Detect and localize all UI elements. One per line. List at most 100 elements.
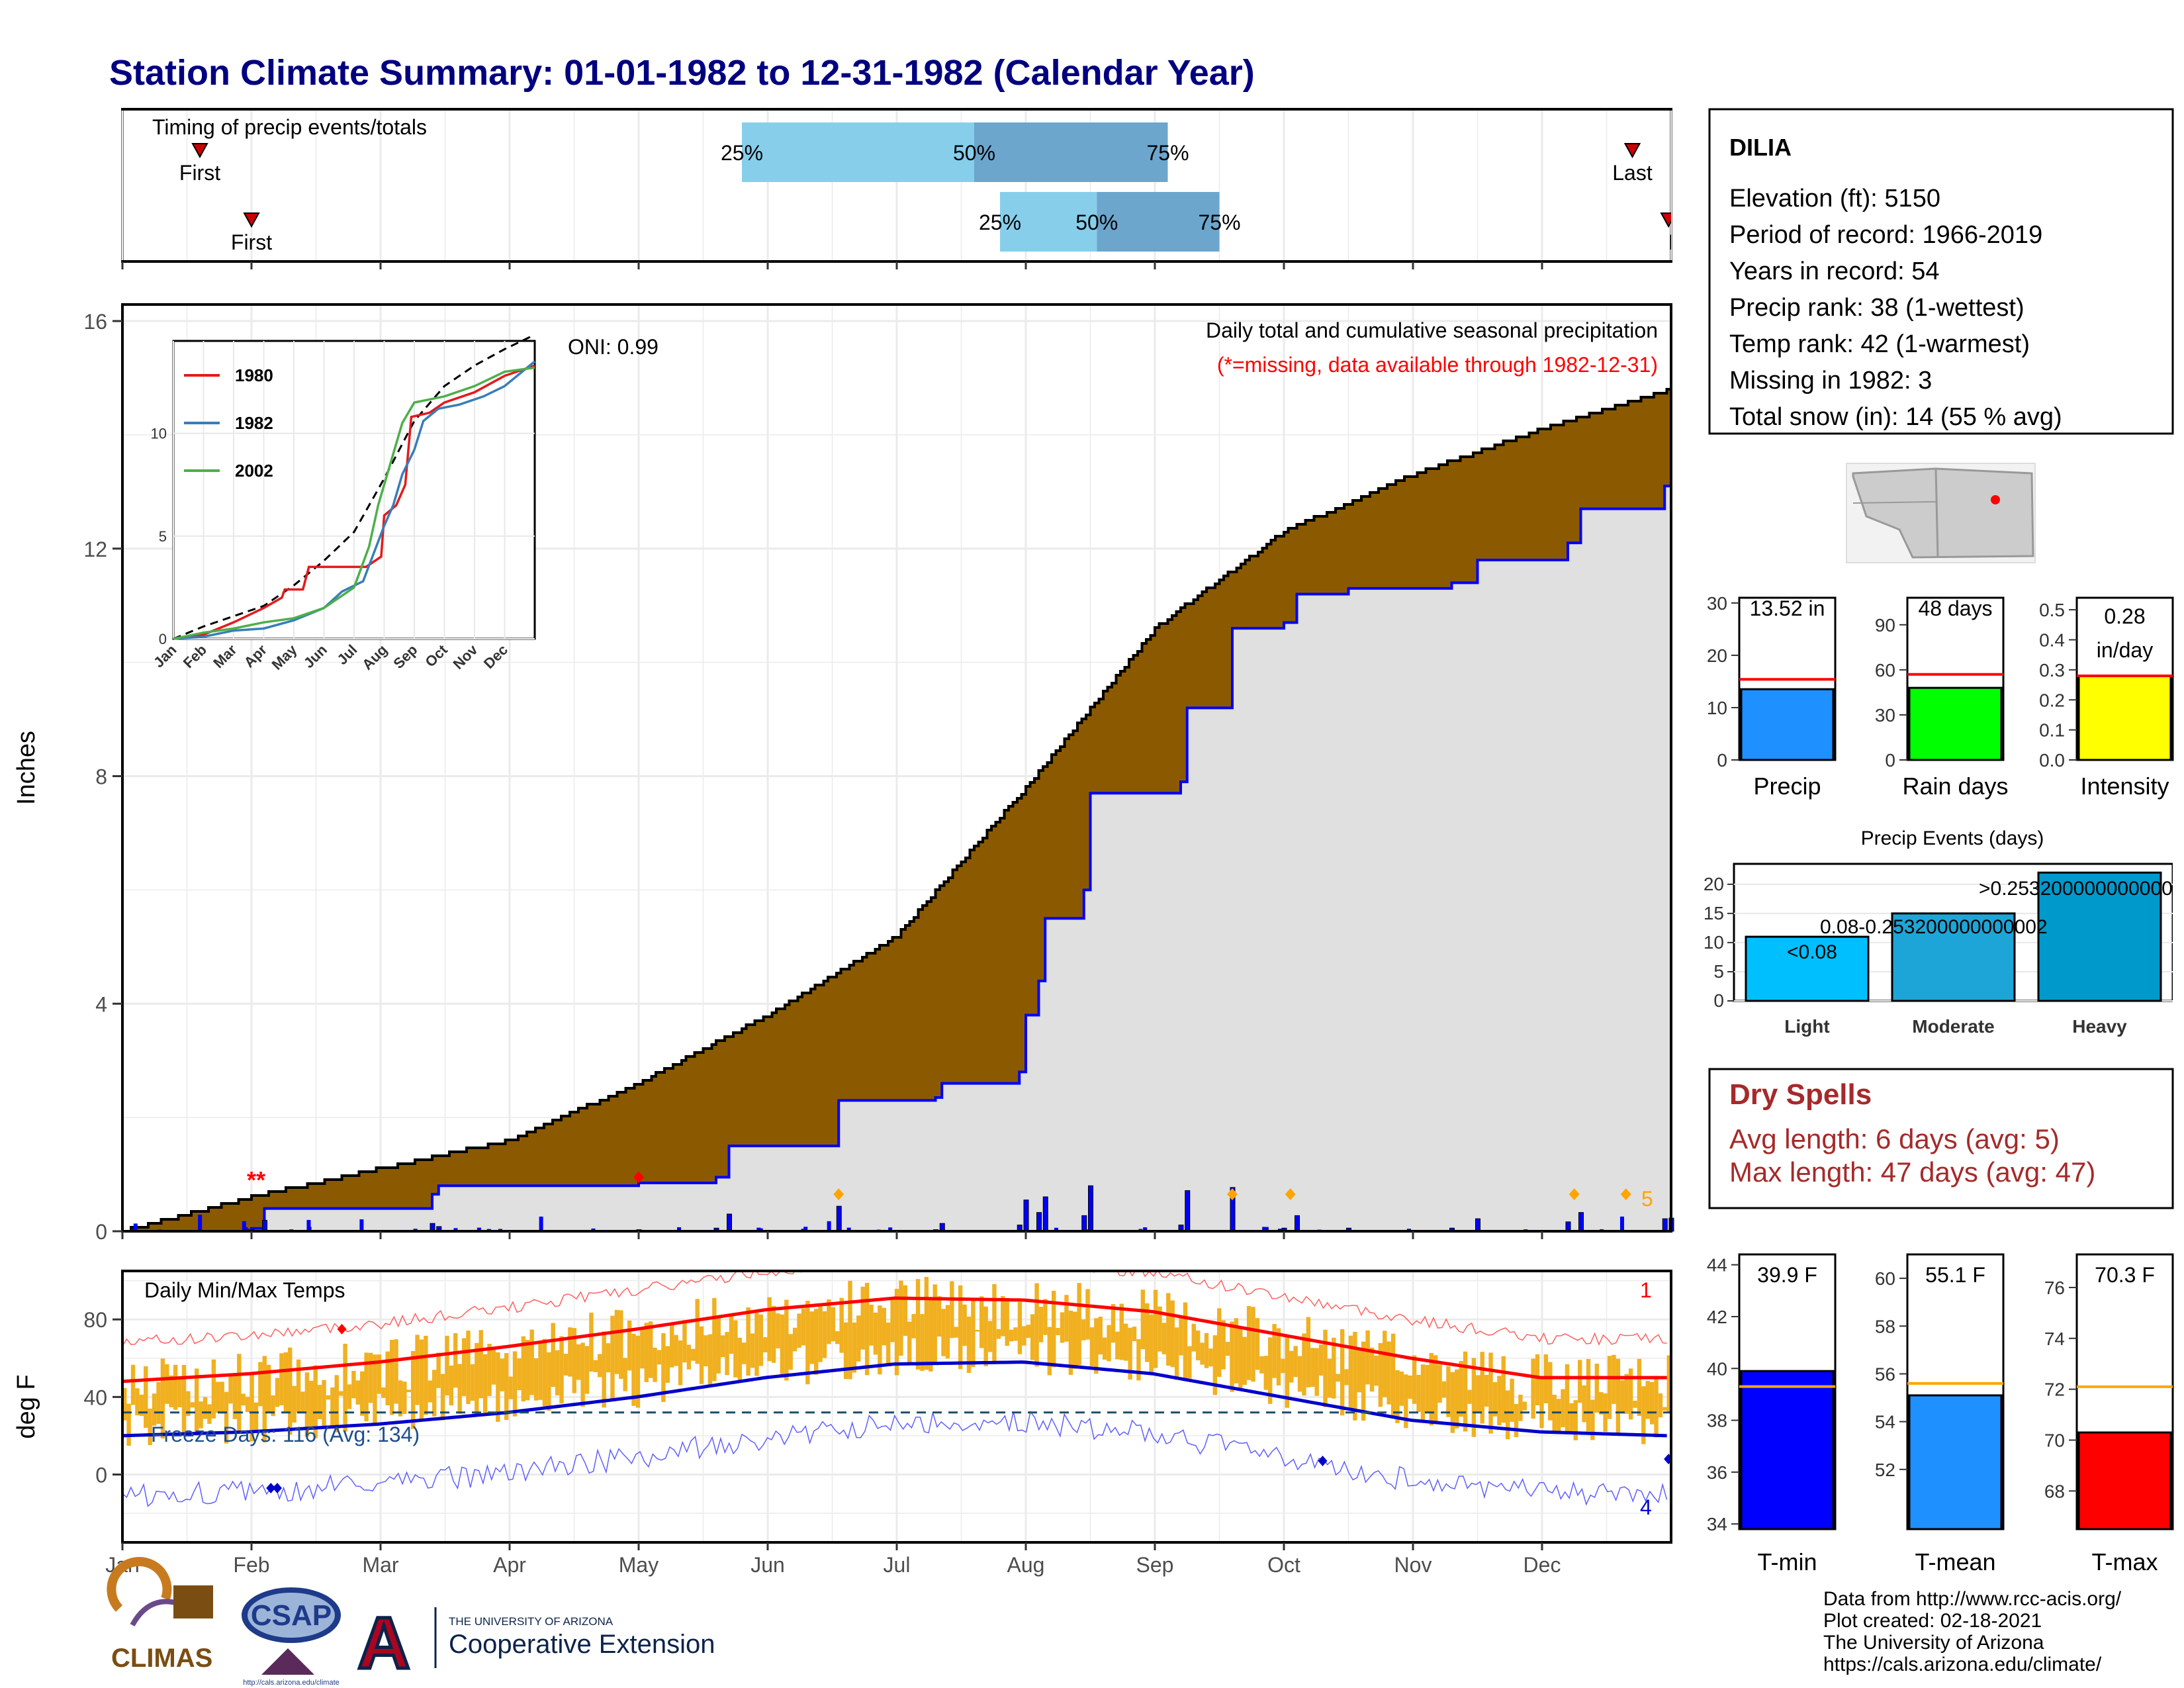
- daily-temp-bar: [538, 1342, 543, 1400]
- temp-bar-t-min: 34 36 38 40 42 44 39.9 F T-min: [1707, 1253, 1837, 1575]
- daily-temp-bar: [958, 1285, 963, 1370]
- daily-precip-bar: [1023, 1199, 1029, 1232]
- daily-temp-bar: [1179, 1316, 1183, 1356]
- daily-temp-bar: [169, 1375, 173, 1407]
- daily-temp-bar: [941, 1309, 946, 1356]
- daily-temp-bar: [763, 1337, 768, 1352]
- daily-temp-bar: [674, 1335, 678, 1366]
- daily-temp-bar: [1056, 1328, 1060, 1336]
- precip-events-tick-label: 0: [1713, 990, 1724, 1011]
- daily-temp-bar: [1357, 1348, 1361, 1393]
- daily-temp-bar: [729, 1313, 734, 1354]
- month-label: Mar: [362, 1553, 398, 1577]
- temp-bar-label: T-max: [2091, 1548, 2158, 1575]
- daily-temp-bar: [1383, 1331, 1387, 1397]
- daily-precip-bar: [539, 1216, 543, 1231]
- daily-temp-bar: [130, 1364, 136, 1405]
- temp-bar-value-label: 70.3 F: [2095, 1263, 2155, 1287]
- daily-temp-bar: [1293, 1346, 1298, 1378]
- daily-temp-bar: [966, 1316, 972, 1373]
- daily-temp-bar: [1115, 1331, 1120, 1360]
- daily-temp-bar: [890, 1299, 895, 1342]
- station-info-line: Elevation (ft): 5150: [1729, 185, 1940, 212]
- daily-temp-bar: [330, 1387, 335, 1427]
- daily-temp-bar: [1425, 1364, 1430, 1412]
- daily-temp-bar: [1285, 1336, 1290, 1408]
- daily-temp-bar: [835, 1331, 840, 1344]
- daily-precip-bar: [477, 1227, 481, 1231]
- daily-temp-bar: [839, 1297, 844, 1353]
- daily-temp-bar: [334, 1375, 339, 1432]
- daily-precip-bar: [727, 1213, 732, 1232]
- daily-temp-bar: [322, 1380, 326, 1429]
- daily-temp-bar: [279, 1353, 284, 1405]
- daily-temp-bar: [1204, 1333, 1209, 1368]
- daily-temp-bar: [746, 1307, 751, 1376]
- ua-small-text: THE UNIVERSITY OF ARIZONA: [449, 1615, 614, 1628]
- timing-bar-25-50: [1000, 192, 1097, 252]
- daily-temp-bar: [767, 1297, 772, 1362]
- daily-temp-bar: [1073, 1311, 1077, 1369]
- daily-temp-bar: [470, 1364, 475, 1401]
- daily-temp-bar: [1089, 1327, 1095, 1367]
- daily-temp-bar: [848, 1280, 852, 1380]
- daily-temp-bar: [915, 1279, 921, 1370]
- daily-temp-bar: [351, 1370, 356, 1399]
- snow-marker: [1285, 1188, 1296, 1201]
- precip-ytick-label: 4: [95, 992, 107, 1016]
- ua-big-text: Cooperative Extension: [449, 1630, 715, 1659]
- record-low-line: [122, 1410, 1668, 1507]
- timing-bar-25-50: [742, 122, 974, 182]
- daily-precip-bar: [1088, 1185, 1093, 1232]
- daily-temp-bar: [882, 1307, 886, 1346]
- daily-temp-bar: [962, 1304, 967, 1346]
- station-info-line: Precip rank: 38 (1-wettest): [1729, 294, 2025, 322]
- oni-label: ONI: 0.99: [568, 335, 659, 359]
- temp-bar-tick-label: 34: [1707, 1514, 1727, 1534]
- snow-marker: [1569, 1188, 1580, 1201]
- daily-temp-bar: [181, 1365, 187, 1435]
- daily-temp-bar: [122, 1387, 127, 1421]
- daily-temp-bar: [983, 1306, 988, 1367]
- daily-temp-bar: [1649, 1382, 1655, 1425]
- first-event-marker: [191, 143, 208, 159]
- csap-url: http://cals.arizona.edu/climate: [243, 1679, 340, 1687]
- daily-temp-bar: [805, 1301, 810, 1385]
- daily-temp-bar: [771, 1305, 776, 1363]
- mini-bar-tick-label: 0: [1717, 750, 1727, 771]
- daily-temp-bar: [1246, 1306, 1251, 1380]
- temp-bar-tick-label: 40: [1707, 1358, 1727, 1379]
- daily-temp-bar: [1654, 1376, 1659, 1438]
- timing-row-label: 1982: [59, 211, 106, 234]
- mini-bar-tick-label: 0: [1885, 750, 1895, 771]
- daily-temp-bar: [1034, 1283, 1039, 1367]
- daily-temp-bar: [754, 1313, 759, 1376]
- station-info-line: Temp rank: 42 (1-warmest): [1729, 330, 2030, 358]
- daily-temp-bar: [584, 1346, 590, 1394]
- daily-temp-bar: [1518, 1394, 1523, 1421]
- temp-bar-tick-label: 56: [1875, 1364, 1895, 1384]
- last-event-marker: [1623, 143, 1641, 159]
- temp-bar-t-max: 68 70 72 74 76 70.3 F T-max: [2044, 1253, 2174, 1575]
- month-label: Sep: [1136, 1553, 1174, 1577]
- daily-temp-bar: [576, 1344, 581, 1380]
- daily-temp-bar: [1522, 1401, 1527, 1411]
- daily-temp-bar: [453, 1333, 458, 1388]
- daily-precip-bar: [242, 1221, 246, 1231]
- daily-temp-bar: [1255, 1318, 1260, 1370]
- daily-temp-bar: [292, 1385, 296, 1423]
- daily-temp-bar: [1531, 1358, 1535, 1419]
- cumulative-deficit-area: [122, 389, 1671, 1231]
- precip-events-bar: [2037, 871, 2162, 1002]
- daily-temp-bar: [436, 1352, 441, 1388]
- daily-temp-bar: [653, 1347, 657, 1382]
- daily-temp-bar: [1514, 1403, 1519, 1438]
- daily-temp-bar: [525, 1340, 530, 1401]
- mini-bar-value-label: 13.52 in: [1750, 596, 1825, 620]
- cumulative-1982-line: [122, 462, 1672, 1233]
- daily-temp-bar: [619, 1310, 623, 1379]
- daily-temp-bar: [1297, 1356, 1302, 1392]
- daily-precip-bar: [244, 1227, 248, 1231]
